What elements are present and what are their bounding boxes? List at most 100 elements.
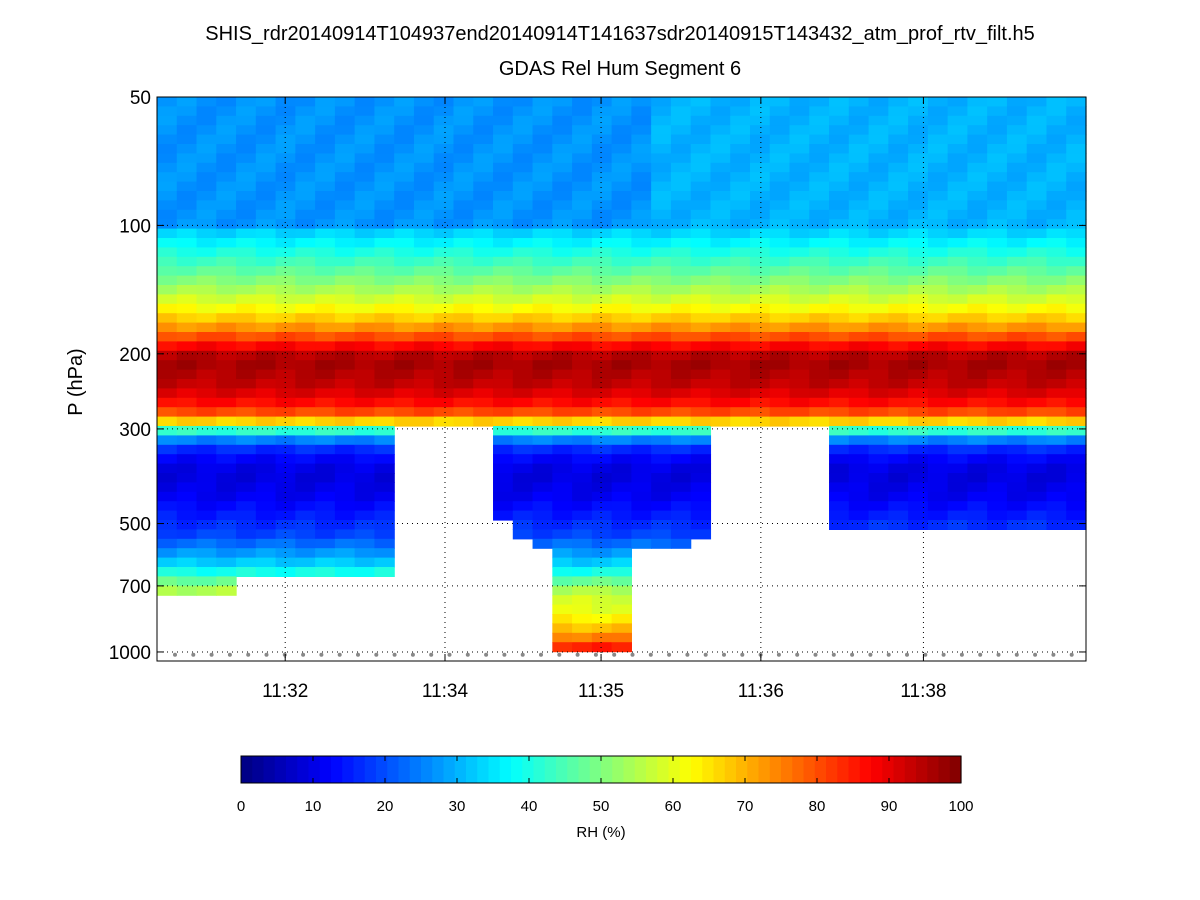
- heatmap-cell: [473, 144, 494, 154]
- heatmap-cell: [848, 200, 870, 211]
- heatmap-cell: [572, 181, 593, 192]
- heatmap-cell: [413, 397, 435, 408]
- heatmap-cell: [315, 369, 336, 380]
- heatmap-cell: [255, 144, 277, 154]
- heatmap-cell: [888, 247, 909, 258]
- heatmap-cell: [374, 294, 395, 305]
- y-tick-label: 300: [119, 420, 151, 441]
- heatmap-cell: [1066, 144, 1087, 154]
- heatmap-cell: [374, 181, 395, 192]
- heatmap-cell: [473, 303, 494, 314]
- heatmap-cell: [196, 482, 217, 493]
- heatmap-cell: [473, 172, 494, 183]
- heatmap-cell: [1046, 426, 1067, 436]
- heatmap-cell: [374, 162, 395, 173]
- heatmap-cell: [888, 256, 909, 267]
- colorbar-cell: [364, 756, 377, 783]
- heatmap-cell: [354, 332, 376, 342]
- heatmap-cell: [512, 266, 534, 277]
- heatmap-cell: [512, 209, 534, 220]
- heatmap-cell: [611, 435, 632, 446]
- heatmap-cell: [1026, 172, 1048, 183]
- heatmap-cell: [730, 115, 751, 126]
- heatmap-cell: [868, 510, 889, 521]
- heatmap-cell: [1006, 501, 1028, 512]
- heatmap-cell: [651, 285, 672, 295]
- colorbar-cell: [432, 756, 445, 783]
- heatmap-cell: [591, 115, 613, 126]
- heatmap-cell: [1046, 238, 1067, 248]
- chart-subtitle: GDAS Rel Hum Segment 6: [499, 58, 741, 80]
- colorbar-label: RH (%): [576, 824, 625, 841]
- heatmap-cell: [433, 332, 455, 342]
- heatmap-cell: [354, 444, 376, 455]
- heatmap-cell: [1006, 162, 1028, 173]
- heatmap-cell: [176, 247, 198, 258]
- heatmap-cell: [749, 407, 771, 418]
- heatmap-cell: [532, 313, 553, 324]
- heatmap-cell: [947, 473, 969, 483]
- heatmap-cell: [1046, 332, 1067, 342]
- colorbar-tick-label: 90: [881, 798, 898, 815]
- heatmap-cell: [848, 134, 870, 145]
- heatmap-cell: [631, 228, 652, 239]
- heatmap-cell: [868, 285, 889, 295]
- colorbar-cell: [353, 756, 366, 783]
- heatmap-cell: [236, 209, 257, 220]
- heatmap-cell: [967, 322, 988, 333]
- surface-dot: [593, 652, 598, 657]
- heatmap-cell: [552, 228, 573, 239]
- surface-dot: [392, 652, 397, 657]
- y-axis-label: P (hPa): [65, 348, 87, 415]
- heatmap-cell: [572, 238, 593, 248]
- heatmap-cell: [868, 275, 889, 286]
- heatmap-cell: [176, 341, 198, 352]
- heatmap-cell: [374, 153, 395, 164]
- heatmap-cell: [157, 153, 178, 164]
- heatmap-cell: [374, 219, 395, 230]
- heatmap-cell: [987, 106, 1008, 117]
- heatmap-cell: [1026, 369, 1048, 380]
- heatmap-cell: [394, 191, 415, 201]
- heatmap-cell: [927, 275, 949, 286]
- heatmap-cell: [394, 209, 415, 220]
- heatmap-cell: [1066, 350, 1087, 361]
- heatmap-cell: [611, 585, 632, 596]
- heatmap-cell: [473, 191, 494, 201]
- heatmap-cell: [1046, 144, 1067, 154]
- heatmap-cell: [947, 266, 969, 277]
- heatmap-cell: [631, 285, 652, 295]
- heatmap-cell: [216, 162, 237, 173]
- heatmap-cell: [769, 397, 791, 408]
- heatmap-cell: [651, 341, 672, 352]
- heatmap-cell: [631, 200, 652, 211]
- heatmap-cell: [1006, 256, 1028, 267]
- heatmap-cell: [829, 501, 850, 512]
- heatmap-cell: [631, 256, 652, 267]
- heatmap-cell: [809, 332, 830, 342]
- heatmap-cell: [196, 341, 217, 352]
- heatmap-cell: [552, 181, 573, 192]
- heatmap-cell: [354, 153, 376, 164]
- heatmap-cell: [670, 360, 692, 371]
- colorbar-cell: [837, 756, 850, 783]
- heatmap-cell: [730, 181, 751, 192]
- heatmap-cell: [236, 435, 257, 446]
- heatmap-cell: [1006, 134, 1028, 145]
- heatmap-cell: [572, 191, 593, 201]
- heatmap-cell: [1026, 491, 1048, 502]
- heatmap-cell: [690, 172, 712, 183]
- heatmap-cell: [236, 172, 257, 183]
- heatmap-cell: [216, 238, 237, 248]
- heatmap-cell: [631, 275, 652, 286]
- heatmap-cell: [413, 388, 435, 399]
- heatmap-cell: [987, 200, 1008, 211]
- colorbar-cell: [241, 756, 253, 783]
- heatmap-cell: [236, 482, 257, 493]
- heatmap-cell: [275, 548, 296, 559]
- heatmap-cell: [1006, 238, 1028, 248]
- heatmap-cell: [967, 463, 988, 474]
- heatmap-cell: [295, 454, 316, 465]
- heatmap-cell: [295, 538, 316, 549]
- heatmap-cell: [927, 473, 949, 483]
